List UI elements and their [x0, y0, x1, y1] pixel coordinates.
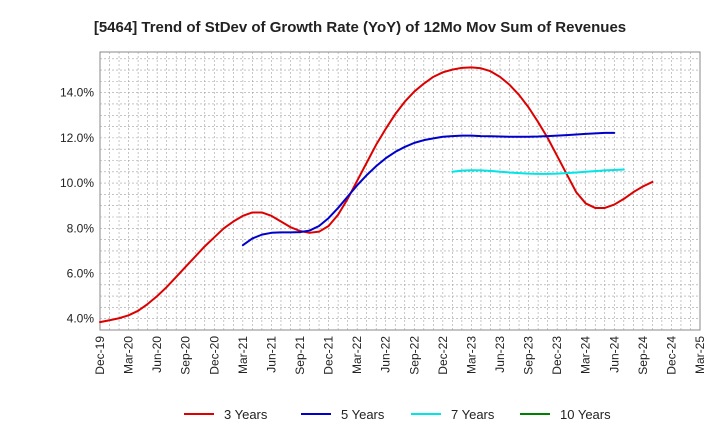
y-tick-label: 10.0% [60, 176, 94, 190]
x-tick-label: Mar-23 [464, 336, 478, 374]
y-tick-label: 6.0% [67, 266, 95, 280]
y-tick-label: 14.0% [60, 86, 94, 100]
x-tick-label: Jun-24 [607, 336, 621, 373]
x-tick-label: Mar-24 [579, 336, 593, 374]
x-tick-label: Dec-21 [322, 336, 336, 375]
x-tick-label: Sep-22 [407, 336, 421, 375]
x-tick-label: Dec-19 [93, 336, 107, 375]
x-tick-label: Mar-25 [693, 336, 707, 374]
y-tick-label: 8.0% [67, 221, 95, 235]
series-lines [99, 66, 654, 324]
x-tick-label: Jun-21 [264, 336, 278, 373]
x-tick-label: Mar-22 [350, 336, 364, 374]
x-axis-ticks: Dec-19 Mar-20 Jun-20 Sep-20 Dec-20 Mar-21 Jun-… [93, 336, 707, 375]
x-tick-label: Mar-20 [122, 336, 136, 374]
series-line-3-years [99, 66, 654, 324]
legend-label: 10 Years [560, 407, 611, 422]
y-tick-label: 12.0% [60, 131, 94, 145]
x-tick-label: Sep-20 [179, 336, 193, 375]
x-tick-label: Dec-23 [550, 336, 564, 375]
legend-label: 5 Years [341, 407, 385, 422]
x-tick-label: Dec-22 [436, 336, 450, 375]
series-line-5-years [241, 131, 616, 247]
legend-label: 3 Years [224, 407, 268, 422]
x-tick-label: Sep-24 [636, 336, 650, 375]
x-tick-label: Jun-23 [493, 336, 507, 373]
x-tick-label: Sep-23 [522, 336, 536, 375]
x-tick-label: Mar-21 [236, 336, 250, 374]
x-tick-label: Dec-20 [207, 336, 221, 375]
series-line-7-years [451, 168, 625, 175]
grid-lines [100, 52, 700, 330]
x-tick-label: Dec-24 [664, 336, 678, 375]
x-tick-label: Jun-22 [379, 336, 393, 373]
chart-title: [5464] Trend of StDev of Growth Rate (Yo… [94, 19, 626, 36]
legend-label: 7 Years [451, 407, 495, 422]
y-axis-ticks: 4.0% 6.0% 8.0% 10.0% 12.0% 14.0% [60, 86, 94, 326]
x-tick-label: Jun-20 [150, 336, 164, 373]
legend: 3 Years 5 Years 7 Years 10 Years [184, 407, 611, 422]
y-tick-label: 4.0% [67, 312, 95, 326]
plot-area [99, 51, 701, 331]
x-tick-label: Sep-21 [293, 336, 307, 375]
